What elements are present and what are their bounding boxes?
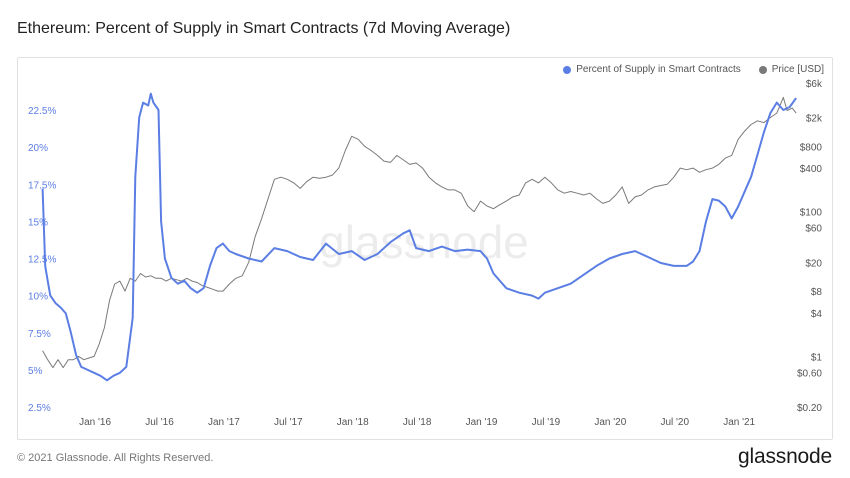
legend-item-supply[interactable]: Percent of Supply in Smart Contracts [563, 64, 741, 75]
copyright: © 2021 Glassnode. All Rights Reserved. [17, 452, 214, 464]
x-tick-label: Jan '17 [208, 417, 240, 428]
y-right-tick-label: $0.20 [797, 403, 822, 414]
legend-dot-supply [563, 65, 572, 74]
y-left-tick-label: 10% [28, 292, 48, 303]
y-axis-right: $0.20 $0.60 $1 $4 $8 $20 $60 $100 $400 $800 $2k $6k [797, 79, 823, 414]
x-tick-label: Jan '16 [79, 417, 111, 428]
y-left-tick-label: 17.5% [28, 180, 56, 191]
x-tick-label: Jan '18 [337, 417, 369, 428]
x-tick-label: Jan '21 [723, 417, 755, 428]
y-right-tick-label: $1 [811, 352, 823, 363]
legend-label-price: Price [USD] [771, 64, 824, 75]
x-tick-label: Jan '19 [466, 417, 498, 428]
y-left-tick-label: 7.5% [28, 329, 51, 340]
x-tick-label: Jul '18 [403, 417, 432, 428]
y-right-tick-label: $0.60 [797, 368, 822, 379]
y-right-tick-label: $8 [811, 287, 823, 298]
y-left-tick-label: 15% [28, 217, 48, 228]
series-line-supply [41, 92, 797, 382]
y-left-tick-label: 12.5% [28, 255, 56, 266]
y-left-tick-label: 20% [28, 143, 48, 154]
legend-item-price[interactable]: Price [USD] [758, 64, 824, 75]
y-right-tick-label: $60 [805, 224, 822, 235]
x-tick-label: Jul '16 [145, 417, 174, 428]
y-left-tick-label: 5% [28, 366, 43, 377]
series-line-price [42, 96, 797, 369]
chart-frame [17, 57, 833, 440]
watermark: glassnode [319, 216, 529, 268]
brand-logo: glassnode [738, 445, 832, 468]
y-right-tick-label: $20 [805, 258, 822, 269]
y-right-tick-label: $2k [806, 114, 823, 125]
y-right-tick-label: $800 [800, 142, 823, 153]
y-right-tick-label: $400 [800, 164, 823, 175]
x-tick-label: Jul '20 [660, 417, 689, 428]
y-left-tick-label: 22.5% [28, 106, 56, 117]
legend-label-supply: Percent of Supply in Smart Contracts [576, 64, 741, 75]
y-right-tick-label: $4 [811, 309, 823, 320]
y-axis-left: 2.5% 5% 7.5% 10% 12.5% 15% 17.5% 20% 22.5% [28, 106, 56, 414]
legend: Percent of Supply in Smart Contracts Pri… [563, 64, 824, 75]
x-tick-label: Jan '20 [594, 417, 626, 428]
y-right-tick-label: $100 [800, 208, 823, 219]
legend-dot-price [758, 65, 767, 74]
chart-title: Ethereum: Percent of Supply in Smart Con… [17, 20, 511, 37]
y-left-tick-label: 2.5% [28, 403, 51, 414]
x-tick-label: Jul '19 [532, 417, 561, 428]
x-axis: Jan '16 Jul '16 Jan '17 Jul '17 Jan '18 Jul '… [79, 417, 755, 428]
y-right-tick-label: $6k [806, 79, 823, 90]
x-tick-label: Jul '17 [274, 417, 303, 428]
